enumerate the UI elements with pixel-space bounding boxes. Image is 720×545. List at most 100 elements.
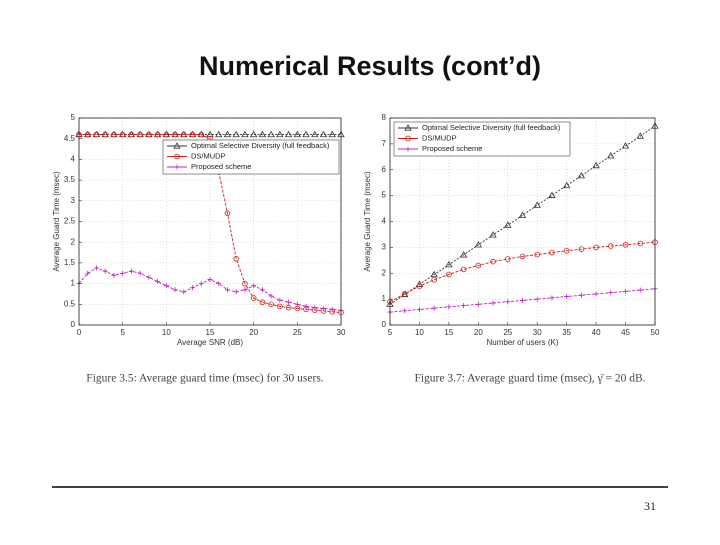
y-tick-label: 4.5 xyxy=(64,134,76,143)
marker xyxy=(294,301,300,307)
marker xyxy=(637,240,644,247)
marker xyxy=(102,131,108,138)
caption: Figure 3.7: Average guard time (msec), γ… xyxy=(414,373,645,385)
marker xyxy=(181,289,187,295)
caption: Figure 3.5: Average guard time (msec) fo… xyxy=(86,373,324,385)
marker xyxy=(93,265,99,271)
y-tick-label: 4 xyxy=(71,155,76,164)
marker xyxy=(578,292,584,298)
marker xyxy=(621,142,630,149)
x-tick-label: 20 xyxy=(249,328,258,337)
marker xyxy=(242,287,248,293)
marker xyxy=(489,231,497,238)
marker xyxy=(490,258,496,265)
marker xyxy=(549,249,555,256)
plot-frame xyxy=(389,117,656,326)
marker xyxy=(402,308,408,314)
x-tick-label: 25 xyxy=(293,328,302,337)
marker xyxy=(215,130,223,138)
marker xyxy=(534,296,540,302)
marker xyxy=(198,131,205,138)
marker xyxy=(241,130,249,138)
marker xyxy=(329,306,335,312)
slide-title: Numerical Results (cont’d) xyxy=(199,51,541,81)
marker xyxy=(198,281,204,287)
x-tick-label: 15 xyxy=(206,328,215,337)
y-tick-label: 4 xyxy=(382,217,387,226)
marker xyxy=(430,270,438,278)
x-tick-label: 5 xyxy=(120,328,125,337)
marker xyxy=(505,299,511,305)
marker xyxy=(490,300,496,306)
legend-box xyxy=(393,121,571,157)
marker xyxy=(233,255,240,262)
marker xyxy=(189,131,196,138)
marker xyxy=(128,268,134,274)
x-tick-label: 10 xyxy=(415,328,424,337)
marker xyxy=(181,131,187,138)
x-tick-label: 40 xyxy=(592,328,601,337)
y-tick-label: 3.5 xyxy=(64,175,76,184)
marker xyxy=(562,181,571,189)
marker xyxy=(250,295,257,301)
marker xyxy=(190,285,196,291)
marker xyxy=(549,295,555,301)
marker xyxy=(404,124,412,131)
y-tick-label: 0 xyxy=(382,320,387,329)
marker xyxy=(637,287,643,293)
marker xyxy=(401,291,408,297)
marker xyxy=(312,305,318,311)
marker xyxy=(232,130,240,138)
y-tick-label: 3 xyxy=(382,242,387,251)
marker xyxy=(321,305,327,311)
marker xyxy=(593,291,599,297)
marker xyxy=(286,299,292,305)
marker xyxy=(249,130,258,138)
marker xyxy=(623,288,629,294)
marker xyxy=(431,305,437,311)
y-axis-label: Average Guard Time (msec) xyxy=(52,171,61,272)
marker xyxy=(504,221,512,228)
legend-label: DS/MUDP xyxy=(422,133,457,142)
y-tick-label: 0 xyxy=(71,320,76,329)
marker xyxy=(577,171,586,179)
marker xyxy=(163,283,169,289)
y-tick-label: 3 xyxy=(71,196,76,205)
marker xyxy=(206,130,214,138)
y-tick-label: 7 xyxy=(382,139,387,148)
marker xyxy=(137,270,143,276)
page-number: 31 xyxy=(644,499,656,513)
marker xyxy=(548,191,556,198)
marker xyxy=(431,276,437,283)
x-tick-label: 10 xyxy=(162,328,171,337)
y-tick-label: 8 xyxy=(382,113,387,122)
x-tick-label: 15 xyxy=(444,328,453,337)
marker xyxy=(173,142,181,149)
marker xyxy=(534,251,541,258)
x-axis-label: Average SNR (dB) xyxy=(177,338,243,347)
marker xyxy=(102,268,108,274)
marker xyxy=(636,132,644,139)
marker xyxy=(416,306,422,312)
marker xyxy=(119,131,126,138)
marker xyxy=(446,271,452,278)
marker xyxy=(155,279,161,285)
marker xyxy=(242,280,248,287)
legend-box xyxy=(162,139,340,175)
marker xyxy=(111,272,117,278)
y-tick-label: 0.5 xyxy=(64,299,76,308)
marker xyxy=(578,246,585,252)
series-line xyxy=(79,134,342,314)
marker xyxy=(460,266,467,273)
marker xyxy=(277,297,283,303)
marker xyxy=(259,287,265,293)
marker xyxy=(251,283,257,289)
x-tick-label: 0 xyxy=(77,328,82,337)
x-tick-label: 5 xyxy=(388,328,393,337)
y-tick-label: 1.5 xyxy=(64,258,76,267)
marker xyxy=(475,301,481,307)
marker xyxy=(259,299,266,306)
y-tick-label: 5 xyxy=(382,191,387,200)
marker xyxy=(592,161,600,169)
